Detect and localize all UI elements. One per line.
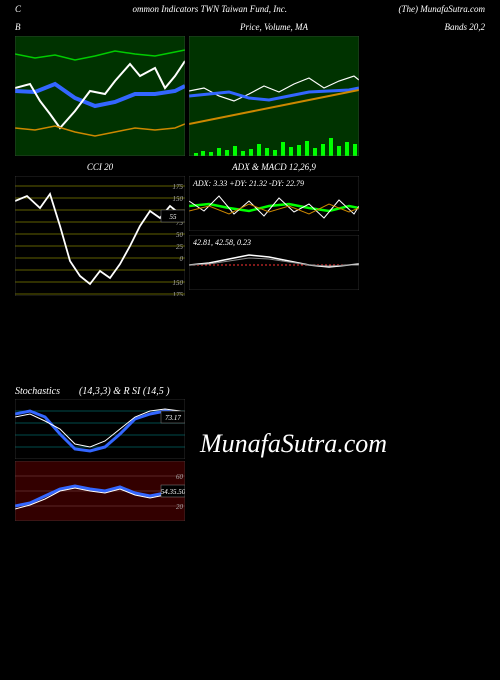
row-3-header: Stochastics (14,3,3) & R SI (14,5 ) [0,386,500,399]
header-right: (The) MunafaSutra.com [398,4,485,14]
stoch-title: Stochastics [15,386,75,397]
chart-rsi: 60 20 54.35.50 [15,461,185,521]
chart-stoch: 73.17 [15,399,185,459]
header-left: C [15,4,21,14]
header-center: ommon Indicators TWN Taiwan Fund, Inc. [133,4,287,14]
svg-text:25: 25 [176,243,184,251]
svg-text:50: 50 [176,231,184,239]
svg-text:73.17: 73.17 [165,414,181,422]
svg-text:42.81, 42.58, 0.23: 42.81, 42.58, 0.23 [193,238,251,247]
svg-text:20: 20 [176,503,184,511]
chart-b [15,36,185,156]
chart-cci: 175150755025015017555 [15,176,185,296]
chart-cci-title: CCI 20 [15,162,185,174]
svg-text:0: 0 [180,255,184,263]
svg-text:150: 150 [173,195,184,203]
chart-macd: 42.81, 42.58, 0.23 [189,235,359,290]
chart-price [189,36,359,156]
chart-adx-title: ADX & MACD 12,26,9 [189,162,359,174]
svg-text:ADX: 3.33 +DY: 21.32 -DY: 22.7: ADX: 3.33 +DY: 21.32 -DY: 22.79 [192,179,304,188]
row-2: CCI 20 175150755025015017555 ADX & MACD … [0,162,500,296]
svg-text:54.35.50: 54.35.50 [161,488,185,496]
page-header: C ommon Indicators TWN Taiwan Fund, Inc.… [0,0,500,22]
svg-text:60: 60 [176,473,184,481]
svg-text:175: 175 [173,183,184,191]
chart-price-title: Price, Volume, MA [189,22,359,34]
watermark: MunafaSutra.com [200,429,387,459]
chart-b-title: B [15,22,185,34]
svg-text:175: 175 [173,291,184,296]
chart-bands-title: Bands 20,2 [363,22,485,34]
stoch-title-right: (14,3,3) & R SI (14,5 ) [79,386,485,397]
svg-text:150: 150 [173,279,184,287]
row-1: B Price, Volume, MA Bands 20,2 [0,22,500,156]
row-3: 73.17 60 20 54.35.50 MunafaSutra.com [0,399,500,521]
chart-adx: ADX: 3.33 +DY: 21.32 -DY: 22.79 [189,176,359,231]
svg-text:55: 55 [170,213,178,221]
